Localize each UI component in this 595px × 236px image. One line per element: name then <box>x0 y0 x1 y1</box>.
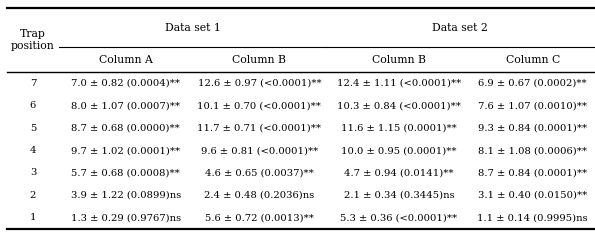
Text: Column A: Column A <box>99 55 152 65</box>
Text: 6: 6 <box>30 101 36 110</box>
Text: 5: 5 <box>30 124 36 133</box>
Text: 1.1 ± 0.14 (0.9995)ns: 1.1 ± 0.14 (0.9995)ns <box>477 213 588 222</box>
Text: 7: 7 <box>30 79 36 88</box>
Text: 12.6 ± 0.97 (<0.0001)**: 12.6 ± 0.97 (<0.0001)** <box>198 79 321 88</box>
Text: 1: 1 <box>30 213 36 222</box>
Text: 8.7 ± 0.68 (0.0000)**: 8.7 ± 0.68 (0.0000)** <box>71 124 180 133</box>
Text: Column B: Column B <box>372 55 426 65</box>
Text: 7.6 ± 1.07 (0.0010)**: 7.6 ± 1.07 (0.0010)** <box>478 101 587 110</box>
Text: 2.4 ± 0.48 (0.2036)ns: 2.4 ± 0.48 (0.2036)ns <box>204 191 315 200</box>
Text: 11.7 ± 0.71 (<0.0001)**: 11.7 ± 0.71 (<0.0001)** <box>198 124 321 133</box>
Text: 6.9 ± 0.67 (0.0002)**: 6.9 ± 0.67 (0.0002)** <box>478 79 587 88</box>
Text: Trap
position: Trap position <box>11 30 55 51</box>
Text: 12.4 ± 1.11 (<0.0001)**: 12.4 ± 1.11 (<0.0001)** <box>337 79 461 88</box>
Text: 9.6 ± 0.81 (<0.0001)**: 9.6 ± 0.81 (<0.0001)** <box>201 146 318 155</box>
Text: 8.1 ± 1.08 (0.0006)**: 8.1 ± 1.08 (0.0006)** <box>478 146 587 155</box>
Text: 9.3 ± 0.84 (0.0001)**: 9.3 ± 0.84 (0.0001)** <box>478 124 587 133</box>
Text: 2: 2 <box>30 191 36 200</box>
Text: 4: 4 <box>30 146 36 155</box>
Text: 5.3 ± 0.36 (<0.0001)**: 5.3 ± 0.36 (<0.0001)** <box>340 213 458 222</box>
Text: 3.1 ± 0.40 (0.0150)**: 3.1 ± 0.40 (0.0150)** <box>478 191 587 200</box>
Text: Data set 2: Data set 2 <box>432 23 488 33</box>
Text: 8.0 ± 1.07 (0.0007)**: 8.0 ± 1.07 (0.0007)** <box>71 101 180 110</box>
Text: 1.3 ± 0.29 (0.9767)ns: 1.3 ± 0.29 (0.9767)ns <box>71 213 181 222</box>
Text: Data set 1: Data set 1 <box>165 23 221 33</box>
Text: Column B: Column B <box>233 55 286 65</box>
Text: 4.6 ± 0.65 (0.0037)**: 4.6 ± 0.65 (0.0037)** <box>205 169 314 177</box>
Text: Column C: Column C <box>506 55 560 65</box>
Text: 3: 3 <box>30 169 36 177</box>
Text: 11.6 ± 1.15 (0.0001)**: 11.6 ± 1.15 (0.0001)** <box>341 124 457 133</box>
Text: 9.7 ± 1.02 (0.0001)**: 9.7 ± 1.02 (0.0001)** <box>71 146 180 155</box>
Text: 7.0 ± 0.82 (0.0004)**: 7.0 ± 0.82 (0.0004)** <box>71 79 180 88</box>
Text: 5.7 ± 0.68 (0.0008)**: 5.7 ± 0.68 (0.0008)** <box>71 169 180 177</box>
Text: 10.3 ± 0.84 (<0.0001)**: 10.3 ± 0.84 (<0.0001)** <box>337 101 461 110</box>
Text: 10.0 ± 0.95 (0.0001)**: 10.0 ± 0.95 (0.0001)** <box>342 146 457 155</box>
Text: 4.7 ± 0.94 (0.0141)**: 4.7 ± 0.94 (0.0141)** <box>345 169 454 177</box>
Text: 3.9 ± 1.22 (0.0899)ns: 3.9 ± 1.22 (0.0899)ns <box>71 191 181 200</box>
Text: 10.1 ± 0.70 (<0.0001)**: 10.1 ± 0.70 (<0.0001)** <box>198 101 321 110</box>
Text: 5.6 ± 0.72 (0.0013)**: 5.6 ± 0.72 (0.0013)** <box>205 213 314 222</box>
Text: 8.7 ± 0.84 (0.0001)**: 8.7 ± 0.84 (0.0001)** <box>478 169 587 177</box>
Text: 2.1 ± 0.34 (0.3445)ns: 2.1 ± 0.34 (0.3445)ns <box>344 191 455 200</box>
